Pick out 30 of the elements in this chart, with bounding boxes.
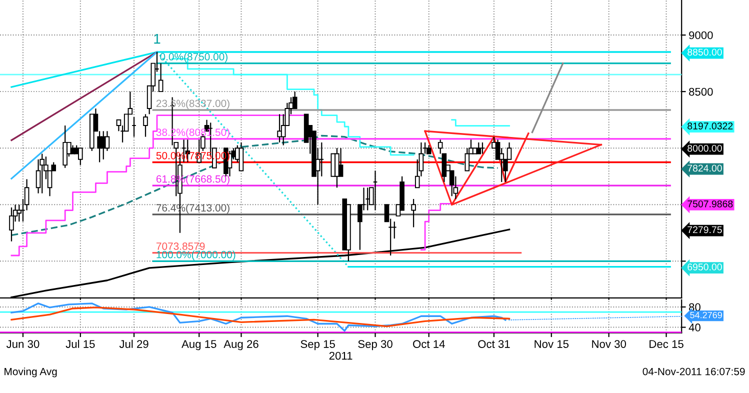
y2-tick-label: 7824.00: [688, 164, 722, 172]
x-tick-label: Jul 29: [119, 340, 148, 348]
x-tick-label: Nov 15: [534, 340, 569, 348]
x-tick-label: Dec 15: [650, 340, 684, 348]
x-tick-label: Aug 15: [182, 340, 216, 350]
annotation: 54.2769: [690, 312, 722, 318]
y-tick-label: 9000: [689, 31, 713, 40]
y2-tick-label: 8000.00: [688, 144, 722, 152]
x-tick-label: Jul 15: [66, 340, 95, 348]
y2-tick-label: 7279.75: [688, 226, 722, 234]
x-tick-label: Aug 26: [224, 340, 258, 350]
y-tick-label: 40: [688, 324, 700, 332]
x-tick-label: Sep 15: [300, 340, 335, 350]
y-tick-label: 8500: [689, 88, 713, 96]
x-tick-label: Jun 30: [6, 340, 40, 348]
y2-tick-label: 8197.0322: [688, 122, 733, 130]
text: 04-Nov-2011 16:07:59: [642, 368, 745, 376]
x-tick-label: Oct 31: [478, 340, 510, 348]
x-tick-label: Oct 14: [413, 340, 445, 348]
y2-tick-label: 7507.9868: [688, 200, 733, 208]
series-label: 7073.8579: [156, 242, 205, 250]
x-tick-label: Nov 30: [592, 340, 626, 348]
x-axis-title: 2011: [329, 352, 352, 360]
y2-tick-label: 8850.00: [688, 48, 722, 56]
x-tick-label: Sep 30: [358, 340, 392, 350]
series-label: 0.0%(8750.00): [160, 52, 228, 62]
text: Moving Avg: [4, 368, 57, 378]
annotation: 1: [154, 34, 160, 44]
y2-tick-label: 6950.00: [688, 264, 722, 270]
series-label: 100.0%(7000.00): [156, 250, 236, 260]
